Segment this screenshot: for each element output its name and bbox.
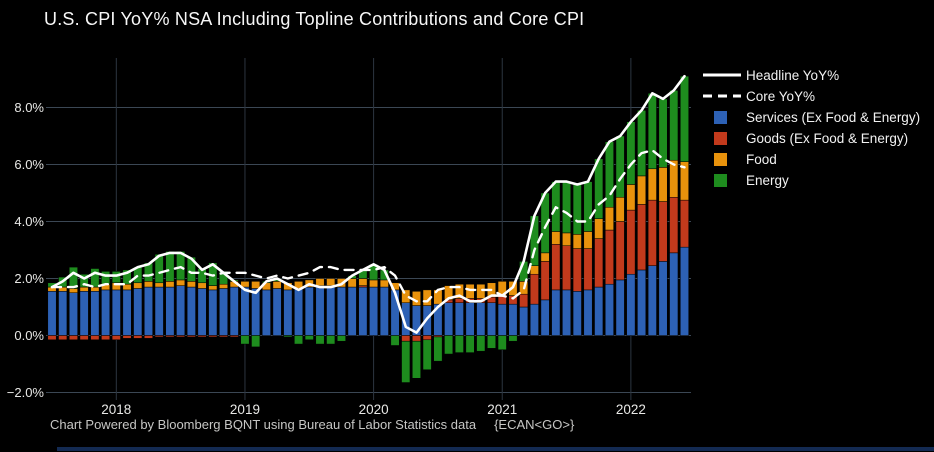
svg-text:4.0%: 4.0% [14, 214, 44, 229]
legend-label: Core YoY% [746, 88, 816, 104]
food-color-swatch-icon [714, 152, 727, 166]
core-yoy-line [50, 149, 686, 303]
legend-item-goods[interactable]: Goods (Ex Food & Energy) [702, 130, 920, 146]
svg-text:2022: 2022 [616, 402, 646, 417]
legend-label: Energy [746, 172, 789, 188]
legend-item-services[interactable]: Services (Ex Food & Energy) [702, 109, 920, 125]
chart-legend: Headline YoY% Core YoY% Services (Ex Foo… [702, 67, 920, 188]
core-dashed-line-icon [702, 91, 746, 101]
legend-label: Services (Ex Food & Energy) [746, 109, 921, 125]
bottom-edge-strip [57, 447, 934, 451]
goods-color-swatch-icon [714, 131, 727, 145]
legend-label: Headline YoY% [746, 67, 840, 83]
stacked-bars [47, 75, 689, 383]
legend-item-energy[interactable]: Energy [702, 172, 920, 188]
energy-color-swatch-icon [714, 173, 727, 187]
footer-terminal-command: {ECAN<GO>} [494, 417, 575, 432]
svg-text:8.0%: 8.0% [14, 100, 44, 115]
svg-text:2021: 2021 [487, 402, 517, 417]
attribution-footer: Chart Powered by Bloomberg BQNT using Bu… [50, 417, 574, 432]
headline-solid-line-icon [702, 70, 746, 80]
gridlines [46, 58, 691, 400]
bars-food [47, 159, 689, 306]
services-color-swatch-icon [714, 110, 727, 124]
overlay-lines [50, 74, 686, 334]
y-axis-tick-labels: 8.0% 6.0% 4.0% 2.0% 0.0% −2.0% [7, 100, 45, 400]
footer-source-text: Chart Powered by Bloomberg BQNT using Bu… [50, 417, 477, 432]
svg-text:2018: 2018 [101, 402, 131, 417]
bars-goods [47, 197, 689, 342]
svg-text:−2.0%: −2.0% [7, 385, 45, 400]
svg-text:2019: 2019 [230, 402, 260, 417]
page-title: U.S. CPI YoY% NSA Including Topline Cont… [44, 9, 585, 29]
bars-services [47, 246, 689, 336]
legend-item-core[interactable]: Core YoY% [702, 88, 920, 104]
svg-text:0.0%: 0.0% [14, 328, 44, 343]
legend-label: Food [746, 151, 777, 167]
headline-yoy-line [50, 74, 686, 334]
svg-text:6.0%: 6.0% [14, 157, 44, 172]
legend-label: Goods (Ex Food & Energy) [746, 130, 909, 146]
svg-text:2.0%: 2.0% [14, 271, 44, 286]
svg-text:2020: 2020 [359, 402, 389, 417]
x-axis-tick-labels: 2018 2019 2020 2021 2022 [101, 402, 646, 417]
bars-energy [47, 75, 689, 383]
legend-item-food[interactable]: Food [702, 151, 920, 167]
legend-item-headline[interactable]: Headline YoY% [702, 67, 920, 83]
